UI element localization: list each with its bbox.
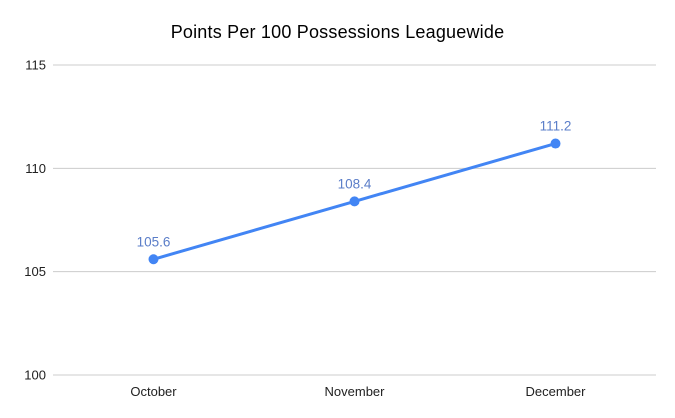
chart-title: Points Per 100 Possessions Leaguewide (170, 22, 505, 42)
y-tick-label: 105 (24, 264, 46, 279)
y-tick-label: 110 (25, 161, 46, 176)
data-point-label: 105.6 (137, 234, 171, 249)
data-point[interactable] (148, 254, 159, 265)
data-point[interactable] (550, 138, 561, 149)
y-tick-label: 100 (24, 368, 46, 383)
data-point[interactable] (349, 196, 360, 207)
x-axis-label: December (526, 384, 587, 399)
x-axis-label: November (325, 384, 386, 399)
y-tick-label: 115 (25, 58, 46, 73)
data-point-label: 111.2 (540, 119, 572, 134)
data-point-label: 108.4 (338, 176, 372, 191)
x-axis-label: October (130, 384, 177, 399)
